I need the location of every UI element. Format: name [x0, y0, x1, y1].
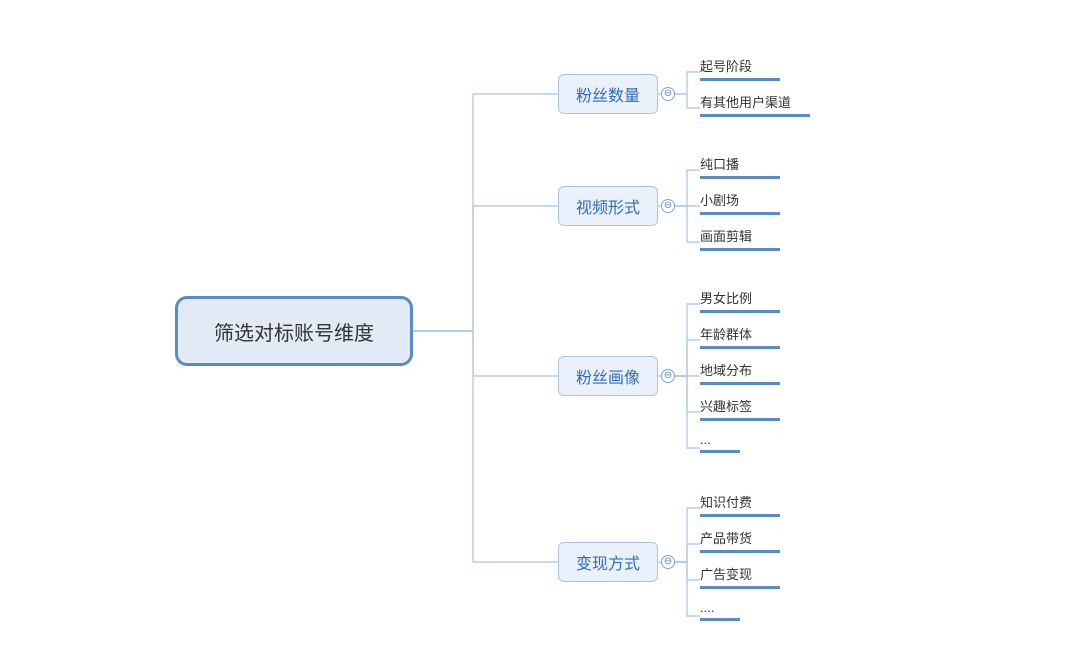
leaf-label: 男女比例 — [700, 291, 752, 306]
leaf-label: 起号阶段 — [700, 59, 752, 74]
leaf-node: .... — [700, 600, 740, 621]
leaf-label: ... — [700, 432, 711, 447]
leaf-node: 男女比例 — [700, 288, 780, 313]
leaf-node: 纯口播 — [700, 154, 780, 179]
leaf-node: 地域分布 — [700, 360, 780, 385]
branch-label: 视频形式 — [576, 194, 640, 218]
branch-label: 变现方式 — [576, 550, 640, 574]
leaf-label: 广告变现 — [700, 567, 752, 582]
connector-layer — [0, 0, 1080, 654]
branch-node: 变现方式 — [558, 542, 658, 582]
collapse-toggle[interactable]: ⊖ — [661, 555, 675, 569]
leaf-node: 兴趣标签 — [700, 396, 780, 421]
leaf-label: 纯口播 — [700, 157, 739, 172]
branch-label: 粉丝画像 — [576, 364, 640, 388]
leaf-node: 画面剪辑 — [700, 226, 780, 251]
leaf-label: 画面剪辑 — [700, 229, 752, 244]
leaf-label: 有其他用户渠道 — [700, 95, 791, 110]
leaf-node: 年龄群体 — [700, 324, 780, 349]
leaf-node: 小剧场 — [700, 190, 780, 215]
branch-node: 视频形式 — [558, 186, 658, 226]
leaf-node: 有其他用户渠道 — [700, 92, 810, 117]
collapse-toggle[interactable]: ⊖ — [661, 87, 675, 101]
leaf-node: 起号阶段 — [700, 56, 780, 81]
leaf-label: 小剧场 — [700, 193, 739, 208]
leaf-label: 地域分布 — [700, 363, 752, 378]
collapse-toggle[interactable]: ⊖ — [661, 199, 675, 213]
leaf-label: 年龄群体 — [700, 327, 752, 342]
leaf-label: 兴趣标签 — [700, 399, 752, 414]
root-node: 筛选对标账号维度 — [175, 296, 413, 366]
root-label: 筛选对标账号维度 — [214, 317, 374, 346]
leaf-node: 广告变现 — [700, 564, 780, 589]
leaf-label: 知识付费 — [700, 495, 752, 510]
branch-label: 粉丝数量 — [576, 82, 640, 106]
branch-node: 粉丝画像 — [558, 356, 658, 396]
collapse-toggle[interactable]: ⊖ — [661, 369, 675, 383]
leaf-label: .... — [700, 600, 714, 615]
leaf-label: 产品带货 — [700, 531, 752, 546]
leaf-node: 产品带货 — [700, 528, 780, 553]
leaf-node: ... — [700, 432, 740, 453]
branch-node: 粉丝数量 — [558, 74, 658, 114]
leaf-node: 知识付费 — [700, 492, 780, 517]
